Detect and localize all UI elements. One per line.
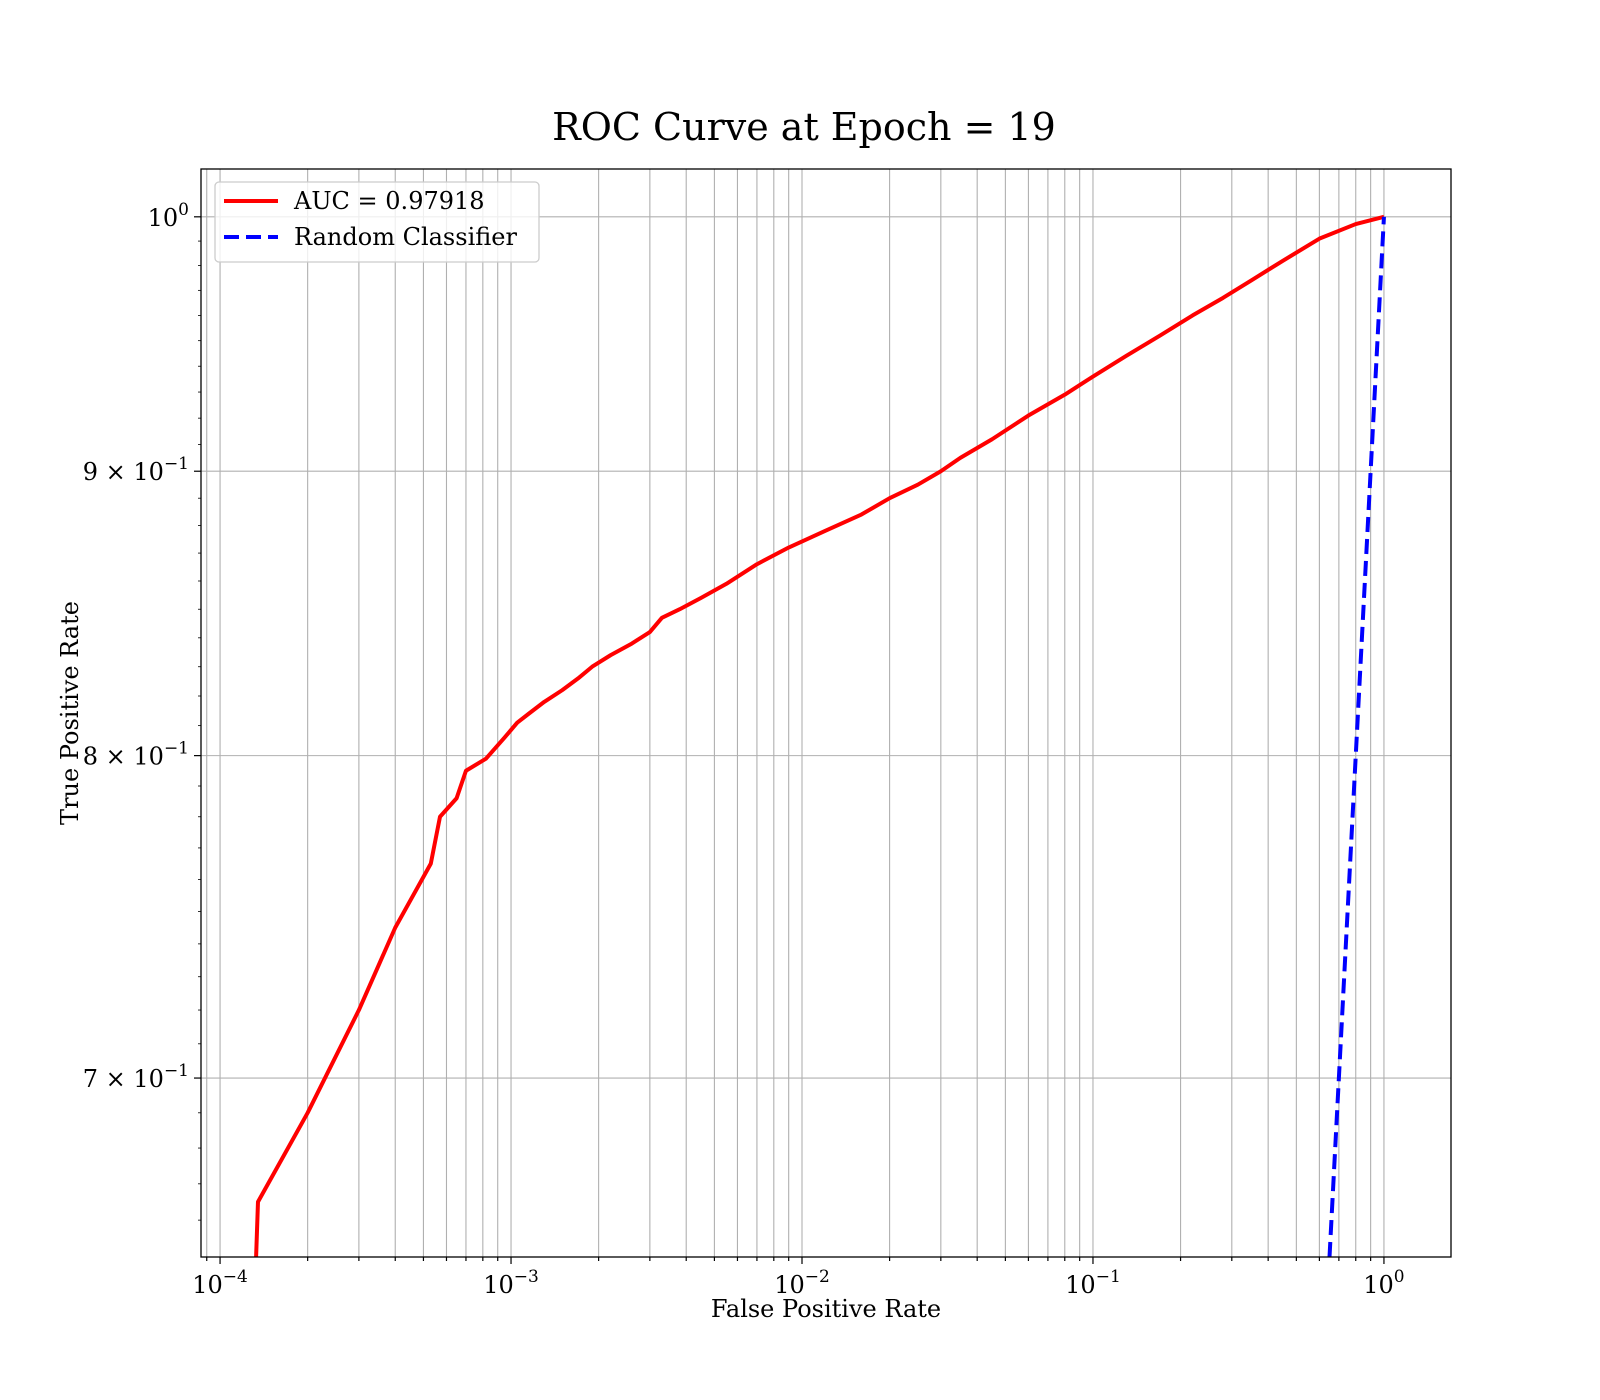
y-ticks: 100 9 × 10−1 8 × 10−1 7 × 10−1: [83, 200, 201, 1221]
legend-label-auc: AUC = 0.97918: [293, 187, 485, 215]
grid: [201, 169, 1451, 1257]
y-tick-label: 100: [148, 200, 189, 232]
legend-label-random-classifier: Random Classifier: [294, 223, 517, 251]
x-axis-label: False Positive Rate: [711, 1295, 941, 1323]
legend-box: [214, 181, 540, 263]
plot-frame: [200, 168, 1452, 1258]
chart-title: ROC Curve at Epoch = 19: [552, 105, 1056, 149]
x-ticks: 10−4 10−3 10−2 10−1 100: [192, 1257, 1405, 1299]
y-axis-label: True Positive Rate: [56, 601, 84, 825]
x-tick-label: 10−3: [483, 1267, 539, 1299]
x-tick-label: 10−1: [1065, 1267, 1121, 1299]
y-tick-label: 7 × 10−1: [83, 1061, 189, 1093]
x-tick-label: 10−2: [774, 1267, 830, 1299]
series-line-auc: [254, 214, 1385, 1257]
x-tick-label: 100: [1363, 1267, 1404, 1299]
plot-lines: [254, 214, 1386, 1257]
y-tick-label: 9 × 10−1: [83, 454, 189, 486]
legend: AUC = 0.97918 Random Classifier: [214, 181, 540, 263]
series-line-random-classifier: [1327, 216, 1386, 1257]
x-tick-label: 10−4: [192, 1267, 248, 1299]
y-tick-label: 8 × 10−1: [83, 739, 189, 771]
